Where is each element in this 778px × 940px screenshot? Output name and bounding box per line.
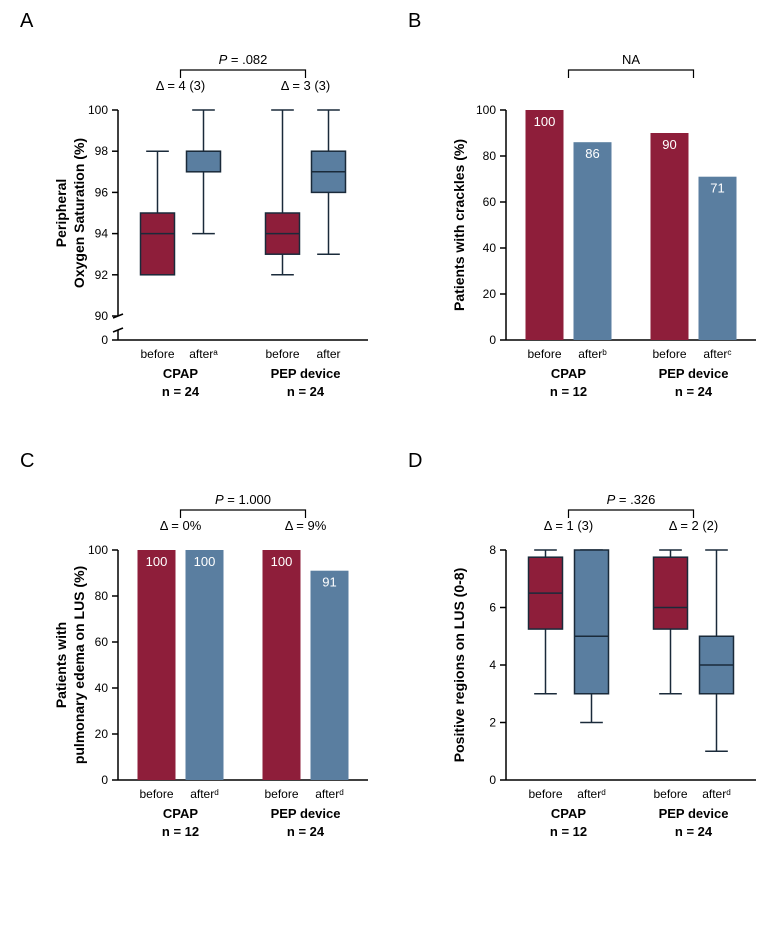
svg-text:n = 24: n = 24 xyxy=(287,384,325,399)
svg-text:100: 100 xyxy=(88,543,108,557)
panel-a: A 09092949698100PeripheralOxygen Saturat… xyxy=(20,20,378,420)
svg-text:before: before xyxy=(265,347,299,361)
svg-text:PEP device: PEP device xyxy=(659,806,729,821)
svg-text:20: 20 xyxy=(95,727,109,741)
svg-text:pulmonary edema on LUS (%): pulmonary edema on LUS (%) xyxy=(71,566,87,764)
svg-text:86: 86 xyxy=(585,146,599,161)
svg-text:PEP device: PEP device xyxy=(659,366,729,381)
svg-text:n = 24: n = 24 xyxy=(675,384,713,399)
svg-text:before: before xyxy=(264,787,298,801)
svg-text:100: 100 xyxy=(88,103,108,117)
svg-text:CPAP: CPAP xyxy=(163,366,198,381)
svg-text:after: after xyxy=(316,347,340,361)
svg-text:Oxygen Saturation (%): Oxygen Saturation (%) xyxy=(71,138,87,288)
panel-d-plot: 0 2 4 6 8 Positive regions on LUS (0-8) before… xyxy=(436,480,766,860)
svg-text:n = 12: n = 12 xyxy=(162,824,199,839)
svg-text:Δ = 4 (3): Δ = 4 (3) xyxy=(156,78,206,93)
svg-text:0: 0 xyxy=(101,773,108,787)
svg-text:n = 24: n = 24 xyxy=(675,824,713,839)
svg-text:Δ = 0%: Δ = 0% xyxy=(160,518,202,533)
figure-grid: A 09092949698100PeripheralOxygen Saturat… xyxy=(20,20,758,860)
svg-text:4: 4 xyxy=(489,658,496,672)
svg-text:60: 60 xyxy=(95,635,109,649)
panel-c-label: C xyxy=(20,450,34,473)
svg-text:100: 100 xyxy=(476,103,496,117)
svg-text:80: 80 xyxy=(95,589,109,603)
svg-text:0: 0 xyxy=(489,773,496,787)
panel-a-plot: 0 90 92 94 96 98 100 PeripheralOxygen Saturatio… xyxy=(48,40,378,420)
svg-text:afterᵈ: afterᵈ xyxy=(577,787,606,801)
svg-text:before: before xyxy=(527,347,561,361)
svg-text:n = 12: n = 12 xyxy=(550,824,587,839)
svg-text:Patients with crackles (%): Patients with crackles (%) xyxy=(451,139,467,311)
svg-text:CPAP: CPAP xyxy=(551,806,586,821)
svg-text:afterᵃ: afterᵃ xyxy=(189,347,218,361)
svg-text:before: before xyxy=(140,347,174,361)
svg-text:Δ = 1 (3): Δ = 1 (3) xyxy=(544,518,594,533)
svg-text:n = 12: n = 12 xyxy=(550,384,587,399)
panel-c: C 020406080100Patients withpulmonary ede… xyxy=(20,460,378,860)
svg-text:8: 8 xyxy=(489,543,496,557)
svg-text:before: before xyxy=(528,787,562,801)
svg-text:before: before xyxy=(652,347,686,361)
svg-text:Δ = 3 (3): Δ = 3 (3) xyxy=(281,78,331,93)
svg-text:91: 91 xyxy=(322,575,336,590)
svg-text:90: 90 xyxy=(95,309,109,323)
svg-text:Δ = 9%: Δ = 9% xyxy=(285,518,327,533)
svg-text:92: 92 xyxy=(95,268,109,282)
svg-text:0: 0 xyxy=(101,333,108,347)
svg-text:2: 2 xyxy=(489,716,496,730)
panel-d: D 02468Positive regions on LUS (0-8)befo… xyxy=(408,460,766,860)
panel-b-label: B xyxy=(408,10,421,33)
svg-text:Δ = 2 (2): Δ = 2 (2) xyxy=(669,518,719,533)
svg-text:P = .082: P = .082 xyxy=(219,52,268,67)
svg-text:afterᶜ: afterᶜ xyxy=(703,347,731,361)
svg-text:100: 100 xyxy=(146,554,168,569)
svg-text:94: 94 xyxy=(95,227,109,241)
panel-d-label: D xyxy=(408,450,422,473)
svg-text:20: 20 xyxy=(483,287,497,301)
svg-text:Patients with: Patients with xyxy=(53,622,69,708)
svg-text:0: 0 xyxy=(489,333,496,347)
svg-text:CPAP: CPAP xyxy=(163,806,198,821)
svg-text:PEP device: PEP device xyxy=(271,806,341,821)
svg-text:60: 60 xyxy=(483,195,497,209)
svg-text:CPAP: CPAP xyxy=(551,366,586,381)
svg-text:before: before xyxy=(139,787,173,801)
svg-text:90: 90 xyxy=(662,137,676,152)
svg-text:NA: NA xyxy=(622,52,640,67)
svg-text:afterᵈ: afterᵈ xyxy=(315,787,344,801)
svg-text:afterᵈ: afterᵈ xyxy=(702,787,731,801)
svg-text:n = 24: n = 24 xyxy=(287,824,325,839)
svg-text:71: 71 xyxy=(710,181,724,196)
svg-text:80: 80 xyxy=(483,149,497,163)
svg-text:100: 100 xyxy=(534,114,556,129)
panel-b-plot: 0 20 40 60 80 100 Patients with crackles (%) 10… xyxy=(436,40,766,420)
svg-text:100: 100 xyxy=(271,554,293,569)
svg-text:98: 98 xyxy=(95,144,109,158)
panel-c-plot: 0 20 40 60 80 100 Patients withpulmonary edema… xyxy=(48,480,378,860)
svg-text:before: before xyxy=(653,787,687,801)
svg-text:afterᵈ: afterᵈ xyxy=(190,787,219,801)
svg-text:96: 96 xyxy=(95,185,109,199)
svg-text:Peripheral: Peripheral xyxy=(53,179,69,247)
svg-text:40: 40 xyxy=(483,241,497,255)
svg-text:PEP device: PEP device xyxy=(271,366,341,381)
svg-text:6: 6 xyxy=(489,601,496,615)
svg-text:P = 1.000: P = 1.000 xyxy=(215,492,271,507)
svg-text:P = .326: P = .326 xyxy=(607,492,656,507)
svg-text:afterᵇ: afterᵇ xyxy=(578,347,607,361)
svg-text:100: 100 xyxy=(194,554,216,569)
svg-text:n = 24: n = 24 xyxy=(162,384,200,399)
svg-text:40: 40 xyxy=(95,681,109,695)
panel-b: B 020406080100Patients with crackles (%)… xyxy=(408,20,766,420)
svg-text:Positive regions on LUS (0-8): Positive regions on LUS (0-8) xyxy=(451,568,467,762)
panel-a-label: A xyxy=(20,10,33,33)
